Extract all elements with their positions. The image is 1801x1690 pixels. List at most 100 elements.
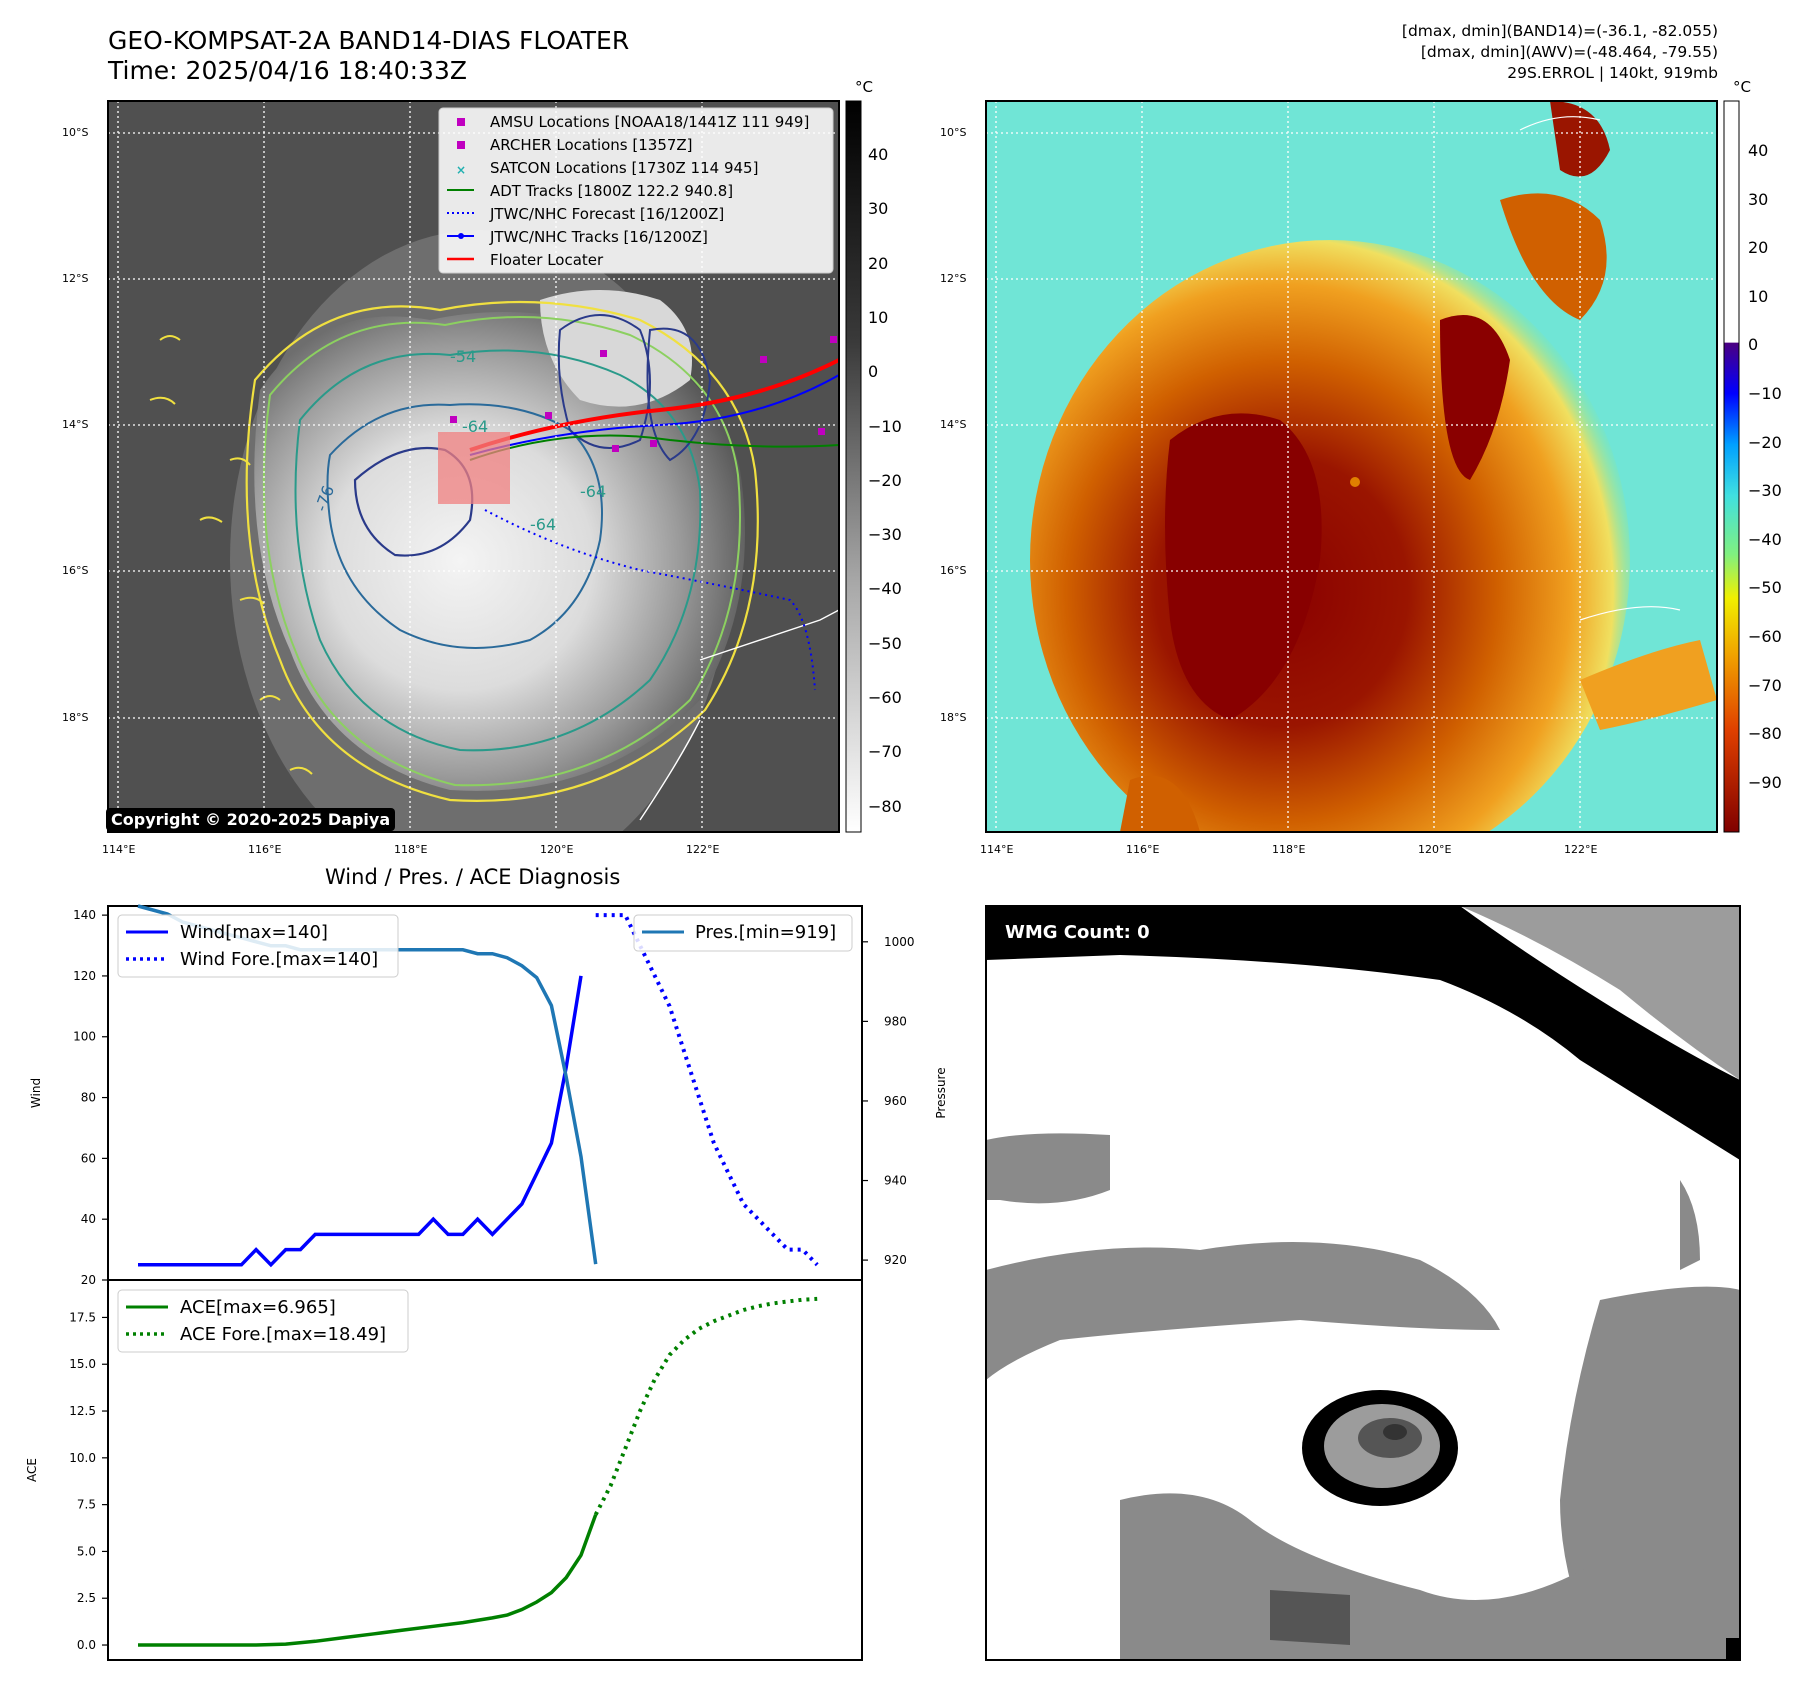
awv-colorbar-tick: 40 <box>1748 141 1769 160</box>
lon-tick-label: 114°E <box>102 843 136 856</box>
lon-tick-label: 114°E <box>980 843 1014 856</box>
copyright-badge: Copyright © 2020-2025 Dapiya <box>106 808 396 831</box>
axis-tick-label: 40 <box>81 1212 96 1226</box>
lat-tick-label: 14°S <box>62 418 89 431</box>
legend-wind-forecast: Wind Fore.[max=140] <box>180 949 378 970</box>
lon-tick-label: 116°E <box>1126 843 1160 856</box>
legend-wind: Wind[max=140] <box>180 922 328 943</box>
ir-colorbar-tick: 20 <box>868 253 889 273</box>
axis-tick-label: 1000 <box>884 935 915 949</box>
svg-text:×: × <box>456 163 466 177</box>
ir-colorbar-unit: °C <box>855 78 873 96</box>
ir-colorbar-tick: −60 <box>868 688 902 707</box>
axis-tick-label: 10.0 <box>69 1451 96 1465</box>
legend-pressure: Pres.[min=919] <box>695 922 836 943</box>
lon-tick-label: 116°E <box>248 843 282 856</box>
ir-colorbar-tick: −10 <box>868 416 902 436</box>
axis-tick-label: 17.5 <box>69 1310 96 1324</box>
lat-tick-label: 16°S <box>940 564 967 577</box>
lon-tick-label: 120°E <box>1418 843 1452 856</box>
ir-colorbar-tick: −20 <box>868 470 902 490</box>
axis-tick-label: 12.5 <box>69 1404 96 1418</box>
ace-legend: ACE[max=6.965] ACE Fore.[max=18.49] <box>117 1289 409 1353</box>
axis-tick-label: 15.0 <box>69 1357 96 1371</box>
ir-colorbar <box>845 100 862 833</box>
lat-tick-label: 10°S <box>62 126 89 139</box>
wmg-eye <box>1383 1424 1407 1440</box>
lon-tick-label: 122°E <box>686 843 720 856</box>
wind-legend: Wind[max=140] Wind Fore.[max=140] <box>117 914 399 978</box>
awv-range: [dmax, dmin](AWV)=(-48.464, -79.55) <box>1420 43 1718 61</box>
axis-tick-label: 2.5 <box>77 1591 96 1605</box>
figure-title: GEO-KOMPSAT-2A BAND14-DIAS FLOATER <box>108 26 630 55</box>
lat-tick-label: 12°S <box>940 272 967 285</box>
series-line-ace-max-6-965- <box>138 1514 598 1647</box>
axis-tick-label: 920 <box>884 1253 907 1267</box>
axis-tick-label: 7.5 <box>77 1498 96 1512</box>
ir-colorbar-tick: −40 <box>868 579 902 599</box>
ir-colorbar-tick: −80 <box>868 796 902 816</box>
ir-colorbar-tick: 30 <box>868 199 889 219</box>
awv-colorbar-tick: −50 <box>1748 578 1782 598</box>
wmg-cold-band <box>986 906 1740 1160</box>
axis-tick-label: 960 <box>884 1094 907 1108</box>
legend-jtwc-forecast: JTWC/NHC Forecast [16/1200Z] <box>489 205 724 223</box>
awv-colorbar-tick: −40 <box>1748 529 1782 549</box>
contour-label: -64 <box>530 515 556 534</box>
adt-track <box>469 434 839 461</box>
axis-tick-label: 5.0 <box>77 1544 96 1558</box>
ir-legend: × AMSU Locations [NOAA18/1441Z 111 949] … <box>438 107 834 274</box>
ir-colorbar-tick: −50 <box>868 633 902 653</box>
legend-ace: ACE[max=6.965] <box>180 1297 336 1318</box>
contour-yellow <box>245 300 759 802</box>
floater-locater-track <box>469 358 839 452</box>
lat-tick-label: 16°S <box>62 564 89 577</box>
axis-tick-label: 0.0 <box>77 1638 96 1652</box>
lat-tick-label: 18°S <box>940 711 967 724</box>
awv-colorbar <box>1723 100 1740 833</box>
ir-colorbar-tick: 40 <box>868 145 889 164</box>
ace-axis-label: ACE <box>25 1458 39 1482</box>
floater-box <box>438 432 510 504</box>
axis-tick-label: 120 <box>73 969 96 983</box>
figure-time: Time: 2025/04/16 18:40:33Z <box>108 56 467 85</box>
wmg-count-badge: WMG Count: 0 <box>996 918 1159 947</box>
axis-tick-label: 100 <box>73 1030 96 1044</box>
contour-label: -64 <box>580 482 606 501</box>
series-line-wind-fore-max-140- <box>595 913 819 1267</box>
axis-tick-label: 80 <box>81 1091 96 1105</box>
axis-tick-label: 140 <box>73 908 96 922</box>
awv-colorbar-tick: 20 <box>1748 238 1769 258</box>
contour-teal <box>294 349 702 752</box>
coastline <box>639 609 839 821</box>
awv-map-panel <box>985 100 1740 833</box>
axis-tick-label: 980 <box>884 1014 907 1028</box>
ace-axes <box>107 1279 863 1661</box>
awv-colorbar-tick: −10 <box>1748 384 1782 403</box>
series-line-wind-max-140- <box>138 975 583 1268</box>
awv-gridlines <box>986 101 1717 832</box>
diagnosis-title: Wind / Pres. / ACE Diagnosis <box>325 865 621 889</box>
lon-tick-label: 122°E <box>1564 843 1598 856</box>
pressure-axis-label: Pressure <box>934 1067 948 1118</box>
wind-axis-label: Wind <box>29 1078 43 1108</box>
legend-amsu: AMSU Locations [NOAA18/1441Z 111 949] <box>490 113 809 131</box>
awv-colorbar-tick: 30 <box>1748 189 1769 209</box>
lon-tick-label: 120°E <box>540 843 574 856</box>
ir-map-panel: × AMSU Locations [NOAA18/1441Z 111 949] … <box>107 100 862 833</box>
awv-colorbar-tick: −30 <box>1748 481 1782 501</box>
wmg-gray-band <box>986 1242 1500 1380</box>
ir-colorbar-tick: −30 <box>868 525 902 545</box>
awv-colorbar-tick: −60 <box>1748 627 1782 646</box>
lon-tick-label: 118°E <box>394 843 428 856</box>
legend-archer: ARCHER Locations [1357Z] <box>490 136 693 154</box>
axis-tick-label: 60 <box>81 1151 96 1165</box>
ir-colorbar-tick: 0 <box>868 362 879 382</box>
pressure-legend: Pres.[min=919] <box>633 914 853 952</box>
storm-id: 29S.ERROL | 140kt, 919mb <box>1507 64 1718 82</box>
axis-tick-label: 940 <box>884 1174 907 1188</box>
lat-tick-label: 18°S <box>62 711 89 724</box>
awv-colorbar-tick: −90 <box>1748 772 1782 792</box>
ir-colorbar-tick: 10 <box>868 307 889 327</box>
